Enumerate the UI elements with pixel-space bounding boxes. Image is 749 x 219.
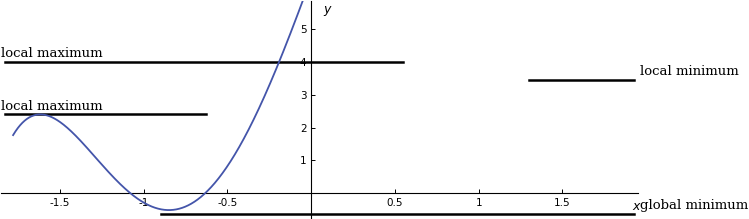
Text: local minimum: local minimum <box>640 65 739 78</box>
Text: y: y <box>323 3 330 16</box>
Text: global minimum: global minimum <box>640 199 748 212</box>
Text: x: x <box>632 200 640 213</box>
Text: local maximum: local maximum <box>1 47 103 60</box>
Text: local maximum: local maximum <box>1 100 103 113</box>
